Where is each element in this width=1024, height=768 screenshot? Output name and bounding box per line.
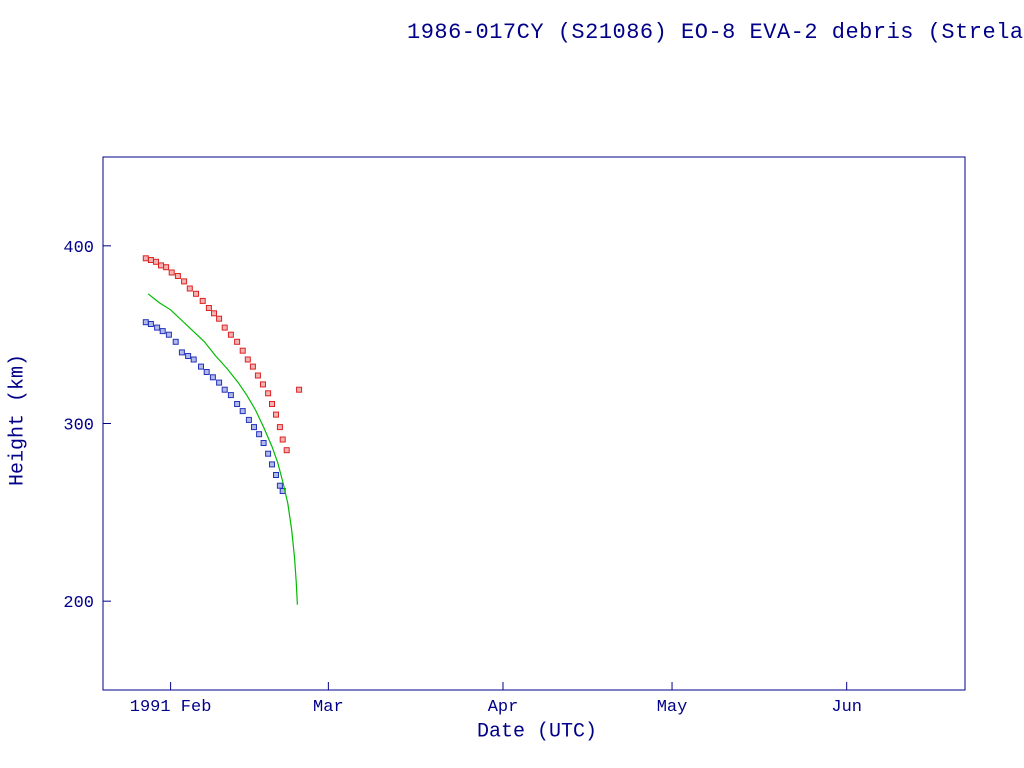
predicted-decay-line [147, 293, 298, 605]
apogee-height-point [273, 411, 279, 418]
perigee-height-point [260, 440, 267, 446]
apogee-height-point [205, 305, 212, 311]
apogee-height-point [186, 285, 193, 292]
apogee-height-point [221, 324, 228, 331]
x-axis-label: Date (UTC) [476, 720, 598, 744]
perigee-height-point [178, 349, 185, 356]
y-tick-label: 300 [63, 417, 94, 436]
apogee-height-point [276, 424, 283, 431]
perigee-height-point [209, 374, 216, 381]
perigee-height-point [198, 363, 204, 370]
apogee-height-point [193, 290, 199, 297]
x-tick-label: Mar [313, 698, 344, 717]
apogee-height-point [260, 381, 266, 388]
perigee-height-point [276, 482, 283, 489]
perigee-height-point [172, 338, 179, 345]
apogee-height-point [283, 447, 290, 454]
perigee-height-point [269, 461, 275, 468]
perigee-height-point [154, 324, 161, 331]
apogee-height-point [254, 372, 261, 379]
perigee-height-point [245, 416, 252, 423]
perigee-height-point [159, 328, 166, 335]
perigee-height-point [203, 369, 210, 375]
perigee-height-point [234, 401, 241, 407]
perigee-height-point [142, 319, 149, 326]
perigee-height-point [147, 321, 154, 327]
perigee-height-point [216, 379, 223, 386]
perigee-height-point [221, 386, 228, 393]
x-tick-label: Apr [488, 698, 519, 717]
apogee-height-point [227, 331, 234, 338]
perigee-height-point [265, 450, 272, 457]
x-tick-label: May [657, 698, 688, 717]
perigee-height-point [256, 431, 263, 438]
perigee-height-point [239, 408, 246, 415]
apogee-height-point [158, 262, 164, 269]
y-tick-label: 400 [63, 239, 94, 258]
perigee-height-point [165, 331, 172, 338]
apogee-height-point [153, 258, 159, 265]
perigee-height-point [273, 472, 279, 478]
apogee-height-point [174, 273, 181, 279]
apogee-height-point [147, 257, 154, 263]
apogee-height-point [244, 356, 251, 363]
apogee-height-point [216, 315, 223, 322]
perigee-height-point [227, 392, 234, 399]
x-tick-label: 1991 Feb [130, 698, 212, 717]
apogee-height-point [211, 310, 217, 317]
apogee-height-point [296, 386, 303, 393]
chart-title: 1986-017CY (S21086) EO-8 EVA-2 debris (S… [407, 20, 1024, 45]
apogee-height-point [163, 264, 170, 271]
x-tick-label: Jun [831, 698, 862, 717]
apogee-height-point [249, 363, 256, 370]
apogee-height-point [265, 390, 272, 397]
apogee-height-point [168, 269, 175, 276]
apogee-height-point [199, 297, 206, 304]
apogee-height-point [234, 338, 241, 345]
apogee-height-point [279, 436, 286, 443]
perigee-height-point [251, 424, 257, 431]
perigee-height-point [190, 356, 197, 363]
apogee-height-point [181, 278, 188, 285]
apogee-height-point [142, 255, 149, 262]
apogee-height-point [269, 401, 275, 407]
y-tick-label: 200 [63, 594, 94, 613]
apogee-height-point [239, 347, 246, 354]
plot-frame [102, 156, 966, 691]
perigee-height-point [185, 353, 192, 359]
